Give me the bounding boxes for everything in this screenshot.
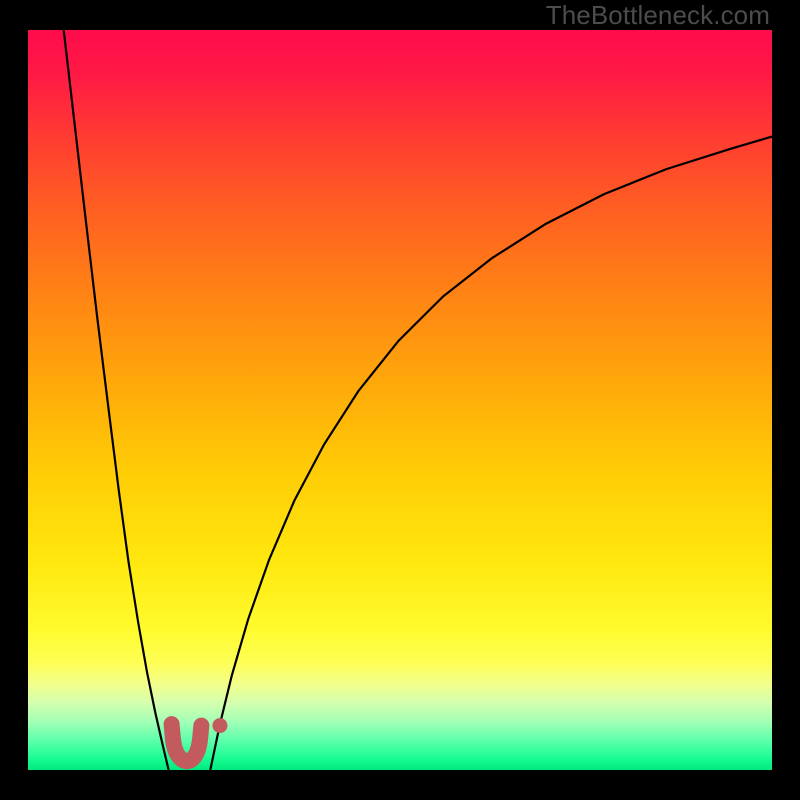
right-ascending-curve — [210, 137, 772, 770]
left-descending-curve — [64, 30, 169, 770]
dip-dot-marker — [212, 718, 227, 733]
dip-u-marker — [172, 724, 202, 761]
watermark-text: TheBottleneck.com — [546, 0, 770, 31]
plot-area — [28, 30, 772, 770]
chart-curves — [28, 30, 772, 770]
